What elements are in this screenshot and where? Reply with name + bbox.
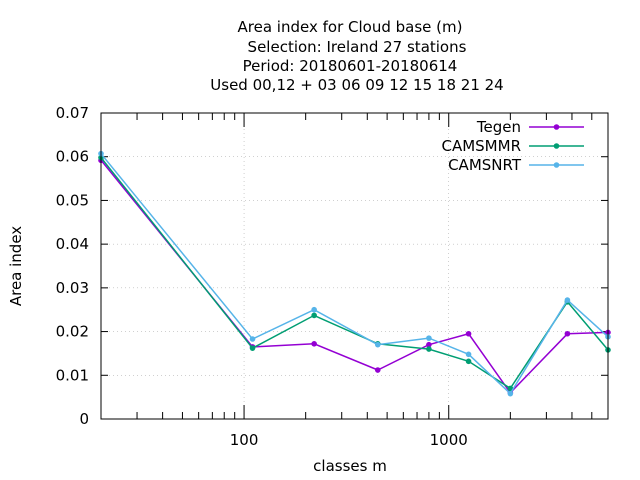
legend-label: CAMSMMR <box>441 137 521 155</box>
legend-swatch-point <box>553 162 560 168</box>
data-point <box>249 336 256 342</box>
chart-title: Area index for Cloud base (m) Selection:… <box>210 18 503 94</box>
title-line-2: Selection: Ireland 27 stations <box>248 38 467 56</box>
title-line-4: Used 00,12 + 03 06 09 12 15 18 21 24 <box>210 76 503 94</box>
data-point <box>507 390 514 397</box>
y-tick-label: 0.02 <box>56 323 89 341</box>
data-point <box>311 341 317 347</box>
series-line <box>100 157 609 390</box>
legend-label: Tegen <box>476 118 521 136</box>
data-point <box>465 330 472 337</box>
y-tick-label: 0.04 <box>56 235 89 253</box>
data-point <box>465 358 472 365</box>
data-point <box>426 335 432 341</box>
legend-swatch-point <box>553 143 560 149</box>
x-tick-label: 1000 <box>430 431 468 449</box>
y-tick-label: 0.01 <box>56 366 89 384</box>
data-point <box>465 351 472 358</box>
series-tegen <box>98 157 611 396</box>
x-tick-labels: 100 1000 <box>230 431 468 449</box>
plot-frame <box>100 112 609 420</box>
y-tick-label: 0.05 <box>56 191 89 209</box>
legend-label: CAMSNRT <box>448 156 522 174</box>
data-point <box>564 330 571 337</box>
x-axis-label: classes m <box>313 457 387 475</box>
data-point <box>426 341 432 348</box>
series-lines <box>98 150 611 397</box>
data-point <box>249 345 256 351</box>
y-tick-labels: 0 0.01 0.02 0.03 0.04 0.05 0.06 0.07 <box>56 104 89 428</box>
series-line <box>100 153 609 395</box>
y-tick-label: 0 <box>79 410 89 428</box>
grid <box>101 113 608 419</box>
x-tick-label: 100 <box>230 431 259 449</box>
y-tick-label: 0.03 <box>56 279 89 297</box>
title-line-1: Area index for Cloud base (m) <box>238 18 463 36</box>
data-point <box>426 346 432 352</box>
data-point <box>311 312 317 319</box>
data-point <box>311 306 317 313</box>
data-point <box>374 367 381 373</box>
y-tick-label: 0.07 <box>56 104 89 122</box>
y-tick-label: 0.06 <box>56 148 89 166</box>
data-point <box>564 297 571 303</box>
y-axis-label: Area index <box>7 226 25 306</box>
title-line-3: Period: 20180601-20180614 <box>243 57 458 75</box>
axis-ticks <box>101 112 608 420</box>
data-point <box>374 341 381 348</box>
legend-swatch-point <box>553 124 560 130</box>
